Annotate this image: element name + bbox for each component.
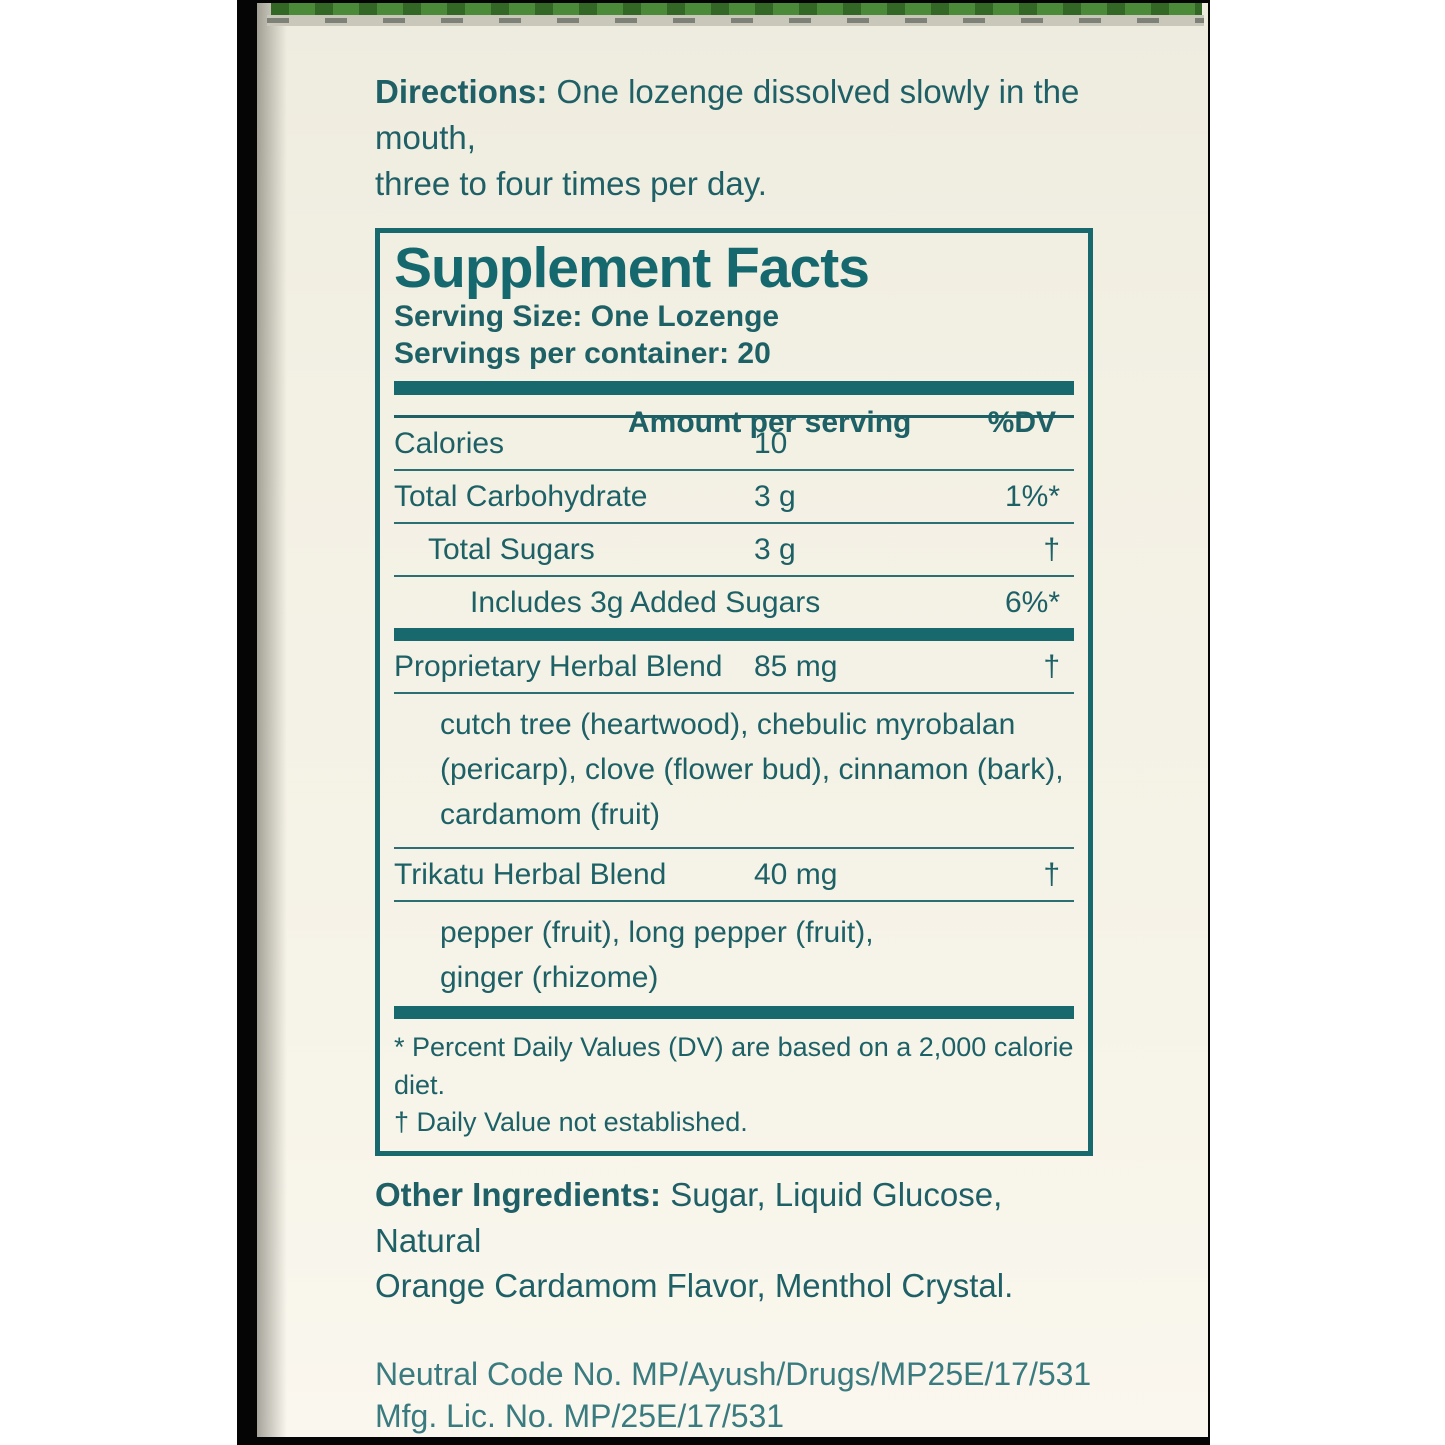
thick-divider-top <box>394 381 1074 396</box>
label-content: Directions: One lozenge dissolved slowly… <box>375 3 1107 1445</box>
serving-size: Serving Size: One Lozenge <box>394 300 780 334</box>
directions-label: Directions: <box>375 73 548 110</box>
facts-row-calories: Calories 10 <box>394 418 1074 472</box>
facts-row-total-sugars: Total Sugars 3 g † <box>394 524 1074 578</box>
servings-per-container: Servings per container: 20 <box>394 336 771 370</box>
facts-header-row: Amount per serving %DV <box>394 395 1074 439</box>
proprietary-blend-ingredients: cutch tree (heartwood), chebulic myrobal… <box>394 694 1074 850</box>
directions-line2: three to four times per day. <box>375 165 767 203</box>
other-ingredients-text: Other Ingredients: Sugar, Liquid Glucose… <box>375 1176 1014 1305</box>
col-percent-dv: %DV <box>987 406 1056 440</box>
regulatory-block: Neutral Code No. MP/Ayush/Drugs/MP25E/17… <box>375 1353 1107 1445</box>
neutral-code: Neutral Code No. MP/Ayush/Drugs/MP25E/17… <box>375 1355 1092 1392</box>
directions-line1: One lozenge dissolved slowly in the mout… <box>375 73 1080 157</box>
codes-block: Neutral Code No. MP/Ayush/Drugs/MP25E/17… <box>375 1353 1107 1437</box>
facts-row-trikatu-blend: Trikatu Herbal Blend 40 mg † <box>394 849 1074 903</box>
carton-top-edge-flap <box>267 15 1204 26</box>
facts-footnotes: * Percent Daily Values (DV) are based on… <box>394 1029 1074 1141</box>
facts-row-added-sugars: Includes 3g Added Sugars 6%* <box>470 586 1060 620</box>
carton-back-panel: Directions: One lozenge dissolved slowly… <box>257 3 1208 1437</box>
footnote-dv: * Percent Daily Values (DV) are based on… <box>394 1032 1074 1100</box>
footnote-dagger: † Daily Value not established. <box>394 1106 748 1137</box>
carton-top-edge-green <box>271 3 1202 15</box>
supplement-facts-title: Supplement Facts <box>394 235 870 300</box>
facts-row-total-carbohydrate: Total Carbohydrate 3 g 1%* <box>394 471 1074 525</box>
photo-backdrop: Directions: One lozenge dissolved slowly… <box>237 0 1210 1445</box>
mfg-lic: Mfg. Lic. No. MP/25E/17/531 <box>375 1398 785 1435</box>
col-amount-per-serving: Amount per serving <box>628 406 912 440</box>
thick-divider-bottom <box>394 1006 1074 1020</box>
supplement-facts-panel: Supplement Facts Serving Size: One Lozen… <box>375 227 1093 1157</box>
other-ingredients-label: Other Ingredients: <box>375 1176 662 1214</box>
trikatu-blend-ingredients: pepper (fruit), long pepper (fruit), gin… <box>440 916 874 995</box>
thick-divider-mid1 <box>394 628 1074 642</box>
directions-text: Directions: One lozenge dissolved slowly… <box>375 69 1107 208</box>
facts-row-proprietary-blend: Proprietary Herbal Blend 85 mg † <box>394 641 1074 695</box>
